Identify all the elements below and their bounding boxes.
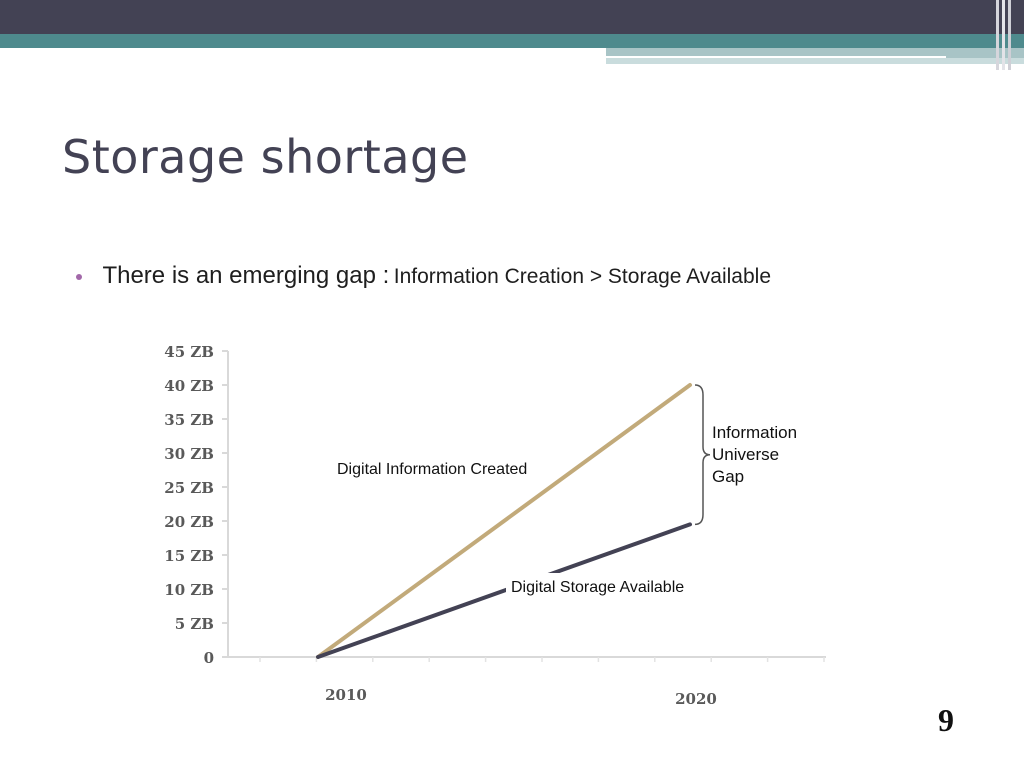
bullet-icon — [76, 273, 82, 280]
bullet-main-text: There is an emerging gap : — [102, 262, 390, 289]
header-bar — [0, 0, 1024, 34]
series-line-storage-available — [316, 522, 692, 659]
bullet-item: There is an emerging gap : Information C… — [76, 262, 771, 290]
y-tick-label: 10 ZB — [164, 581, 214, 599]
header-accent-strip-light — [606, 58, 1024, 64]
series-label-information-created: Digital Information Created — [337, 461, 527, 478]
gap-annotation-line: Universe — [712, 445, 779, 464]
series-label-storage-available: Digital Storage Available — [511, 579, 684, 596]
y-tick-label: 30 ZB — [164, 445, 214, 463]
y-tick-label: 20 ZB — [164, 513, 214, 531]
slide-title: Storage shortage — [62, 130, 469, 184]
y-tick-label: 45 ZB — [164, 343, 214, 361]
y-tick-label: 5 ZB — [175, 615, 214, 633]
gap-annotation-line: Information — [712, 423, 797, 442]
corner-decoration — [996, 0, 1011, 70]
x-tick-label: 2010 — [325, 686, 367, 704]
y-tick-label: 25 ZB — [164, 479, 214, 497]
y-tick-label: 15 ZB — [164, 547, 214, 565]
gap-brace — [694, 384, 711, 526]
bullet-sub-text: Information Creation > Storage Available — [393, 265, 771, 288]
gap-annotation-line: Gap — [712, 467, 744, 486]
header-accent-strip — [606, 48, 1024, 58]
header-accent-line — [606, 56, 946, 58]
page-number: 9 — [938, 702, 954, 738]
header-accent-band — [0, 34, 1024, 48]
series-label-background — [506, 573, 726, 597]
x-tick-label: 2020 — [675, 690, 717, 708]
series-line-information-created — [316, 383, 692, 659]
y-tick-label: 0 — [204, 649, 214, 667]
y-tick-label: 35 ZB — [164, 411, 214, 429]
y-tick-label: 40 ZB — [164, 377, 214, 395]
